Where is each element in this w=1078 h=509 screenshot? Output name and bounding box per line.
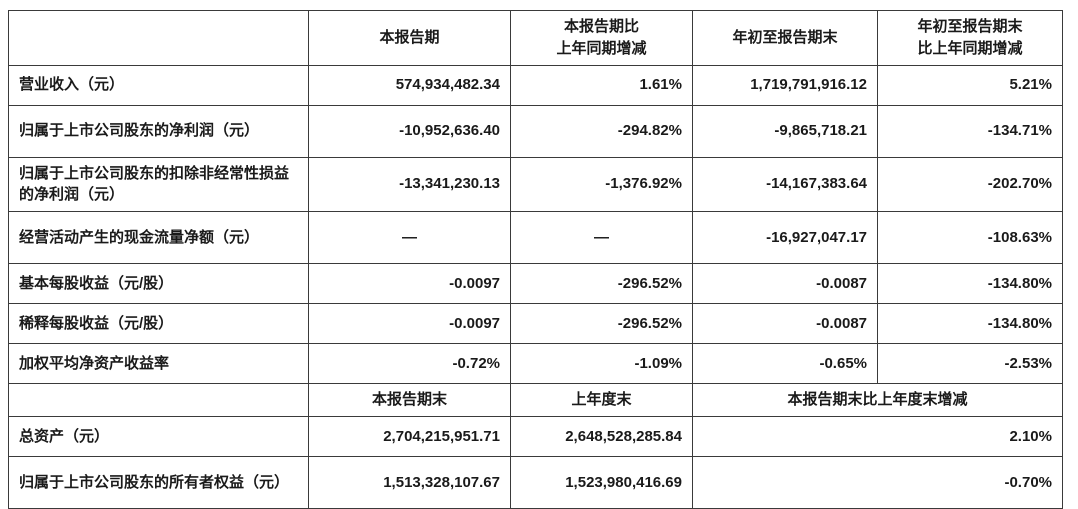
data-cell: -0.0087 [692,263,878,304]
data-cell: — [308,211,511,264]
data-cell: 1,523,980,416.69 [510,456,693,509]
data-cell: -13,341,230.13 [308,156,511,212]
header-period-end: 本报告期末 [308,383,511,417]
data-cell: -1,376.92% [510,156,693,212]
data-cell: -294.82% [510,104,693,158]
header-prior-year-end: 上年度末 [510,383,693,417]
row-label: 归属于上市公司股东的净利润（元） [8,104,309,158]
data-cell: 574,934,482.34 [308,64,511,106]
table-row: 总资产（元） 2,704,215,951.71 2,648,528,285.84… [8,416,1063,457]
table-row: 归属于上市公司股东的所有者权益（元） 1,513,328,107.67 1,52… [8,456,1063,509]
data-cell: -9,865,718.21 [692,104,878,158]
header-ytd: 年初至报告期末 [692,10,878,66]
row-label: 归属于上市公司股东的扣除非经常性损益的净利润（元） [8,156,309,212]
data-cell: -0.0087 [692,303,878,344]
data-cell: -108.63% [877,211,1063,264]
table-row: 基本每股收益（元/股） -0.0097 -296.52% -0.0087 -13… [8,263,1063,304]
data-cell: -0.72% [308,343,511,384]
data-cell: -202.70% [877,156,1063,212]
data-cell: -10,952,636.40 [308,104,511,158]
data-cell: -134.80% [877,303,1063,344]
row-label: 加权平均净资产收益率 [8,343,309,384]
data-cell: -296.52% [510,263,693,304]
data-cell: -1.09% [510,343,693,384]
table2-header-row: 本报告期末 上年度末 本报告期末比上年度末增减 [8,383,1063,417]
header-current-period: 本报告期 [308,10,511,66]
data-cell: 1.61% [510,64,693,106]
row-label: 稀释每股收益（元/股） [8,303,309,344]
table-row: 归属于上市公司股东的扣除非经常性损益的净利润（元） -13,341,230.13… [8,156,1063,212]
header-end-vs-prior-end: 本报告期末比上年度末增减 [692,383,1063,417]
header-current-vs-prior: 本报告期比 上年同期增减 [510,10,693,66]
row-label: 经营活动产生的现金流量净额（元） [8,211,309,264]
table-row: 经营活动产生的现金流量净额（元） — — -16,927,047.17 -108… [8,211,1063,264]
data-cell: 2,704,215,951.71 [308,416,511,457]
data-cell: -0.0097 [308,263,511,304]
table-row: 稀释每股收益（元/股） -0.0097 -296.52% -0.0087 -13… [8,303,1063,344]
data-cell: 1,719,791,916.12 [692,64,878,106]
row-label: 总资产（元） [8,416,309,457]
data-cell: -296.52% [510,303,693,344]
data-cell: -134.71% [877,104,1063,158]
data-cell: 2.10% [692,416,1063,457]
table-row: 加权平均净资产收益率 -0.72% -1.09% -0.65% -2.53% [8,343,1063,384]
table-row: 营业收入（元） 574,934,482.34 1.61% 1,719,791,9… [8,64,1063,106]
data-cell: — [510,211,693,264]
corner-cell [8,10,309,66]
row-label: 营业收入（元） [8,64,309,106]
data-cell: 5.21% [877,64,1063,106]
data-cell: -16,927,047.17 [692,211,878,264]
row-label: 基本每股收益（元/股） [8,263,309,304]
corner-cell [8,383,309,417]
data-cell: -14,167,383.64 [692,156,878,212]
table1-header-row: 本报告期 本报告期比 上年同期增减 年初至报告期末 年初至报告期末 比上年同期增… [8,10,1063,66]
data-cell: -2.53% [877,343,1063,384]
data-cell: 1,513,328,107.67 [308,456,511,509]
data-cell: 2,648,528,285.84 [510,416,693,457]
row-label: 归属于上市公司股东的所有者权益（元） [8,456,309,509]
data-cell: -0.65% [692,343,878,384]
data-cell: -134.80% [877,263,1063,304]
header-ytd-vs-prior: 年初至报告期末 比上年同期增减 [877,10,1063,66]
data-cell: -0.70% [692,456,1063,509]
table-row: 归属于上市公司股东的净利润（元） -10,952,636.40 -294.82%… [8,104,1063,158]
data-cell: -0.0097 [308,303,511,344]
financial-summary-table: 本报告期 本报告期比 上年同期增减 年初至报告期末 年初至报告期末 比上年同期增… [8,10,1063,509]
